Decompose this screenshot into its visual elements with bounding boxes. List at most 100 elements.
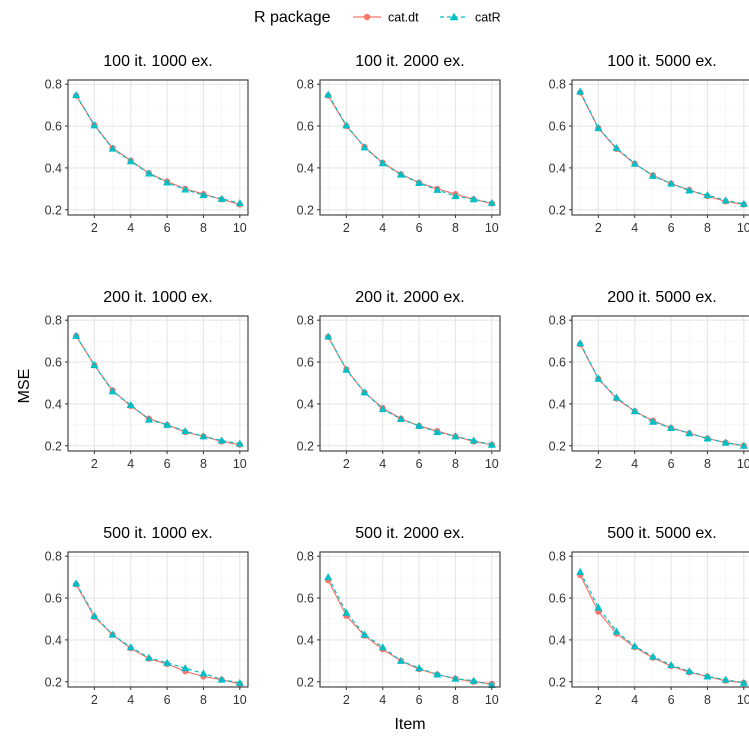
legend-marker-catr bbox=[449, 12, 459, 21]
data-point-catr bbox=[126, 157, 135, 165]
y-tick-label: 0.6 bbox=[45, 120, 62, 134]
y-tick-label: 0.2 bbox=[297, 675, 314, 689]
y-tick-label: 0.2 bbox=[297, 439, 314, 453]
facet-panel-4: 200 it. 1000 ex. 0.2 0.4 0.6 0.8 2 4 6 8 10 bbox=[45, 289, 249, 471]
data-point-catr bbox=[433, 670, 442, 678]
data-point-catr bbox=[594, 124, 603, 132]
y-tick-label: 0.2 bbox=[549, 675, 566, 689]
data-point-catr bbox=[360, 143, 369, 151]
x-tick-label: 4 bbox=[379, 221, 386, 235]
data-point-catr bbox=[126, 400, 135, 408]
x-tick-label: 8 bbox=[704, 693, 711, 707]
data-point-catr bbox=[72, 579, 81, 587]
data-point-catr bbox=[739, 678, 748, 686]
x-tick-label: 4 bbox=[379, 693, 386, 707]
data-point-catr bbox=[630, 642, 639, 650]
data-point-catr bbox=[163, 420, 172, 428]
data-point-catr bbox=[235, 678, 244, 686]
x-tick-label: 4 bbox=[127, 221, 134, 235]
data-point-catr bbox=[487, 680, 496, 688]
data-point-catr bbox=[576, 87, 585, 95]
data-point-catr bbox=[469, 436, 478, 444]
y-tick-label: 0.2 bbox=[549, 439, 566, 453]
x-tick-label: 4 bbox=[127, 457, 134, 471]
x-tick-label: 6 bbox=[416, 457, 423, 471]
series-line-cat-dt bbox=[579, 92, 744, 206]
y-tick-label: 0.4 bbox=[45, 161, 62, 175]
panel-background bbox=[572, 552, 749, 687]
y-tick-label: 0.4 bbox=[45, 397, 62, 411]
facet-title: 100 it. 1000 ex. bbox=[103, 53, 212, 70]
data-point-catr bbox=[181, 664, 190, 672]
y-tick-label: 0.2 bbox=[45, 675, 62, 689]
x-tick-label: 2 bbox=[595, 457, 602, 471]
y-tick-label: 0.4 bbox=[297, 633, 314, 647]
x-tick-label: 4 bbox=[631, 457, 638, 471]
data-point-catr bbox=[181, 427, 190, 435]
data-point-catr bbox=[630, 407, 639, 415]
data-point-catr bbox=[469, 676, 478, 684]
y-tick-label: 0.8 bbox=[45, 78, 62, 92]
legend-title: R package bbox=[254, 9, 331, 26]
facet-panel-1: 100 it. 1000 ex. 0.2 0.4 0.6 0.8 2 4 6 8 10 bbox=[45, 53, 249, 235]
data-point-catr bbox=[703, 191, 712, 199]
x-tick-label: 4 bbox=[631, 221, 638, 235]
data-point-catr bbox=[235, 439, 244, 447]
x-tick-label: 6 bbox=[668, 693, 675, 707]
legend-label-cat-dt: cat.dt bbox=[388, 11, 419, 25]
data-point-catr bbox=[378, 643, 387, 651]
facet-panel-9: 500 it. 5000 ex. 0.2 0.4 0.6 0.8 2 4 6 8 10 bbox=[549, 525, 749, 707]
y-tick-label: 0.6 bbox=[549, 120, 566, 134]
x-tick-label: 6 bbox=[416, 693, 423, 707]
data-point-catr bbox=[144, 415, 153, 423]
legend-label-catr: catR bbox=[475, 11, 501, 25]
data-point-catr bbox=[217, 675, 226, 683]
data-point-catr bbox=[324, 332, 333, 340]
data-point-catr bbox=[396, 414, 405, 422]
y-tick-label: 0.2 bbox=[45, 439, 62, 453]
facet-title: 500 it. 1000 ex. bbox=[103, 525, 212, 542]
facet-panel-6: 200 it. 5000 ex. 0.2 0.4 0.6 0.8 2 4 6 8 10 bbox=[549, 289, 749, 471]
data-point-catr bbox=[612, 144, 621, 152]
legend-marker-cat-dt bbox=[363, 13, 371, 21]
data-point-catr bbox=[612, 627, 621, 635]
y-tick-label: 0.8 bbox=[297, 78, 314, 92]
x-tick-label: 8 bbox=[200, 457, 207, 471]
x-tick-label: 2 bbox=[595, 221, 602, 235]
y-tick-label: 0.6 bbox=[297, 120, 314, 134]
x-tick-label: 10 bbox=[737, 457, 749, 471]
x-tick-label: 10 bbox=[737, 693, 749, 707]
y-tick-label: 0.4 bbox=[549, 633, 566, 647]
data-point-catr bbox=[108, 144, 117, 152]
panel-background bbox=[572, 80, 749, 215]
data-point-catr bbox=[433, 428, 442, 436]
panel-border bbox=[319, 315, 501, 452]
data-point-catr bbox=[703, 434, 712, 442]
panel-border bbox=[571, 315, 749, 452]
series-line-catr bbox=[75, 94, 240, 204]
data-point-catr bbox=[451, 674, 460, 682]
data-point-catr bbox=[378, 159, 387, 167]
data-point-catr bbox=[199, 432, 208, 440]
data-point-catr bbox=[163, 658, 172, 666]
data-point-catr bbox=[576, 339, 585, 347]
x-tick-label: 6 bbox=[164, 693, 171, 707]
data-point-catr bbox=[667, 179, 676, 187]
series-line-catr bbox=[327, 94, 492, 204]
y-tick-label: 0.6 bbox=[45, 592, 62, 606]
x-tick-label: 10 bbox=[485, 457, 499, 471]
data-point-catr bbox=[703, 672, 712, 680]
data-point-catr bbox=[667, 661, 676, 669]
x-tick-label: 8 bbox=[452, 457, 459, 471]
y-tick-label: 0.4 bbox=[45, 633, 62, 647]
panel-border bbox=[319, 79, 501, 216]
data-point-catr bbox=[415, 178, 424, 186]
data-point-catr bbox=[72, 91, 81, 99]
facet-panel-3: 100 it. 5000 ex. 0.2 0.4 0.6 0.8 2 4 6 8 10 bbox=[549, 53, 749, 235]
data-point-catr bbox=[144, 653, 153, 661]
x-tick-label: 6 bbox=[164, 457, 171, 471]
y-tick-label: 0.6 bbox=[297, 592, 314, 606]
x-tick-label: 2 bbox=[91, 221, 98, 235]
data-point-catr bbox=[199, 669, 208, 677]
data-point-catr bbox=[199, 191, 208, 199]
